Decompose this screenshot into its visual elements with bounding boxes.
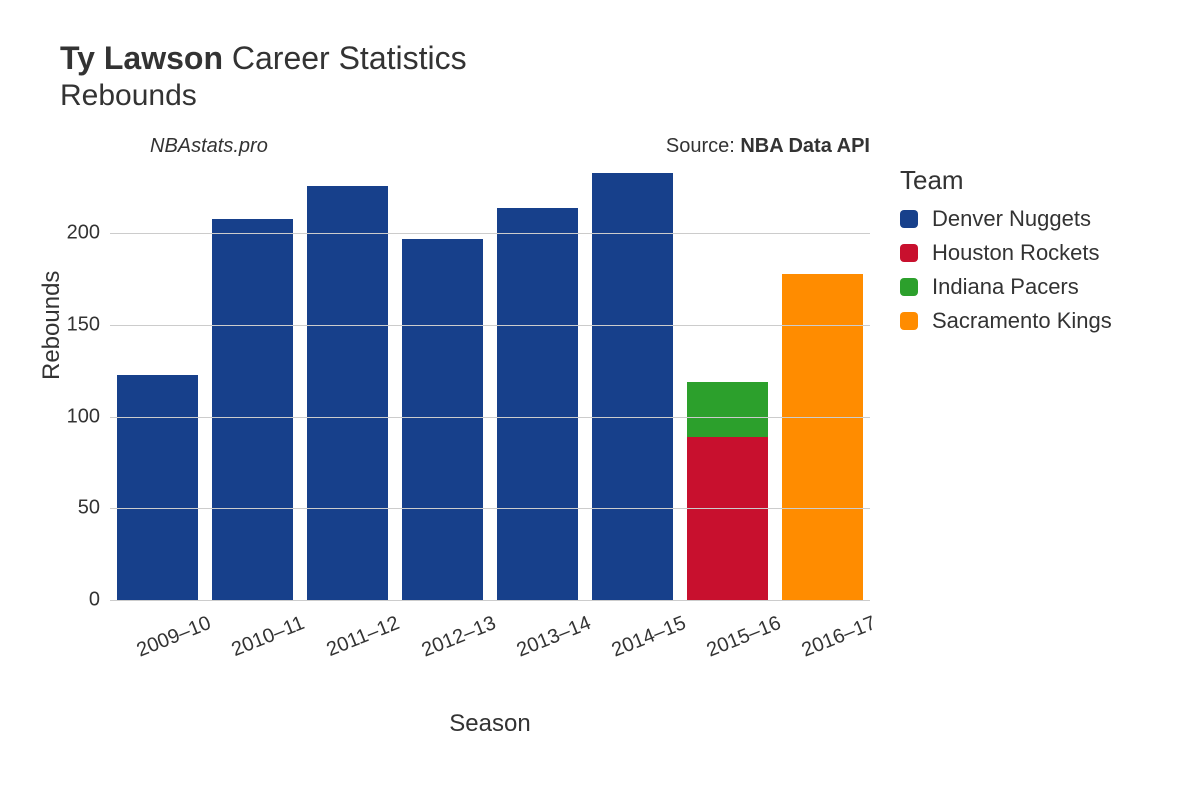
annotation-source-prefix: Source:	[666, 135, 740, 157]
x-tick-label: 2016–17	[798, 612, 879, 662]
grid-line	[110, 233, 870, 234]
y-axis-title: Rebounds	[38, 271, 66, 380]
bar-segment	[497, 208, 579, 600]
bar-segment	[307, 186, 389, 600]
legend-item: Denver Nuggets	[900, 206, 1112, 232]
y-tick-label: 50	[78, 497, 100, 520]
x-tick-label: 2012–13	[418, 612, 499, 662]
legend-item: Houston Rockets	[900, 240, 1112, 266]
y-tick-label: 150	[67, 314, 100, 337]
bar-segment	[592, 173, 674, 600]
x-axis-title: Season	[110, 710, 870, 738]
x-tick-label: 2009–10	[133, 612, 214, 662]
y-tick-label: 0	[89, 589, 100, 612]
chart-title-line1: Ty Lawson Career Statistics	[60, 40, 1160, 77]
bar-segment	[117, 375, 199, 601]
grid-line	[110, 600, 870, 601]
legend-label: Sacramento Kings	[932, 308, 1112, 334]
grid-line	[110, 508, 870, 509]
chart-container: Ty Lawson Career Statistics Rebounds NBA…	[0, 0, 1200, 800]
bar-segment	[687, 437, 769, 600]
annotation-source: Source: NBA Data API	[666, 135, 870, 158]
legend-item: Indiana Pacers	[900, 274, 1112, 300]
bar-segment	[402, 239, 484, 600]
title-suffix: Career Statistics	[232, 40, 467, 76]
grid-line	[110, 417, 870, 418]
chart-title-block: Ty Lawson Career Statistics Rebounds	[60, 40, 1160, 113]
bar-group	[497, 208, 579, 600]
title-player-name: Ty Lawson	[60, 40, 223, 76]
x-tick-label: 2013–14	[513, 612, 594, 662]
bar-group	[117, 375, 199, 601]
x-tick-label: 2011–12	[323, 612, 402, 662]
bar-segment	[687, 382, 769, 437]
legend-item: Sacramento Kings	[900, 308, 1112, 334]
bar-group	[402, 239, 484, 600]
y-tick-label: 200	[67, 222, 100, 245]
bar-group	[782, 274, 864, 600]
bar-group	[307, 186, 389, 600]
plot-area: 0501001502002009–102010–112011–122012–13…	[110, 160, 870, 600]
x-tick-label: 2015–16	[703, 612, 784, 662]
x-tick-label: 2014–15	[608, 612, 689, 662]
bar-segment	[212, 219, 294, 600]
chart-annotations: NBAstats.pro Source: NBA Data API	[110, 135, 870, 158]
legend-swatch	[900, 278, 918, 296]
legend-items: Denver Nuggets Houston Rockets Indiana Pac…	[900, 206, 1112, 334]
legend-label: Denver Nuggets	[932, 206, 1091, 232]
bar-group	[687, 382, 769, 600]
bar-segment	[782, 274, 864, 600]
legend: Team Denver Nuggets Houston Rockets Indian…	[900, 165, 1112, 342]
legend-title: Team	[900, 165, 1112, 196]
legend-swatch	[900, 210, 918, 228]
x-tick-label: 2010–11	[228, 612, 307, 662]
legend-label: Indiana Pacers	[932, 274, 1079, 300]
chart-subtitle: Rebounds	[60, 79, 1160, 113]
annotation-source-name: NBA Data API	[740, 135, 870, 157]
grid-line	[110, 325, 870, 326]
bar-group	[592, 173, 674, 600]
legend-swatch	[900, 244, 918, 262]
bars-container	[110, 160, 870, 600]
legend-label: Houston Rockets	[932, 240, 1100, 266]
annotation-site: NBAstats.pro	[150, 135, 268, 158]
bar-group	[212, 219, 294, 600]
y-tick-label: 100	[67, 405, 100, 428]
legend-swatch	[900, 312, 918, 330]
